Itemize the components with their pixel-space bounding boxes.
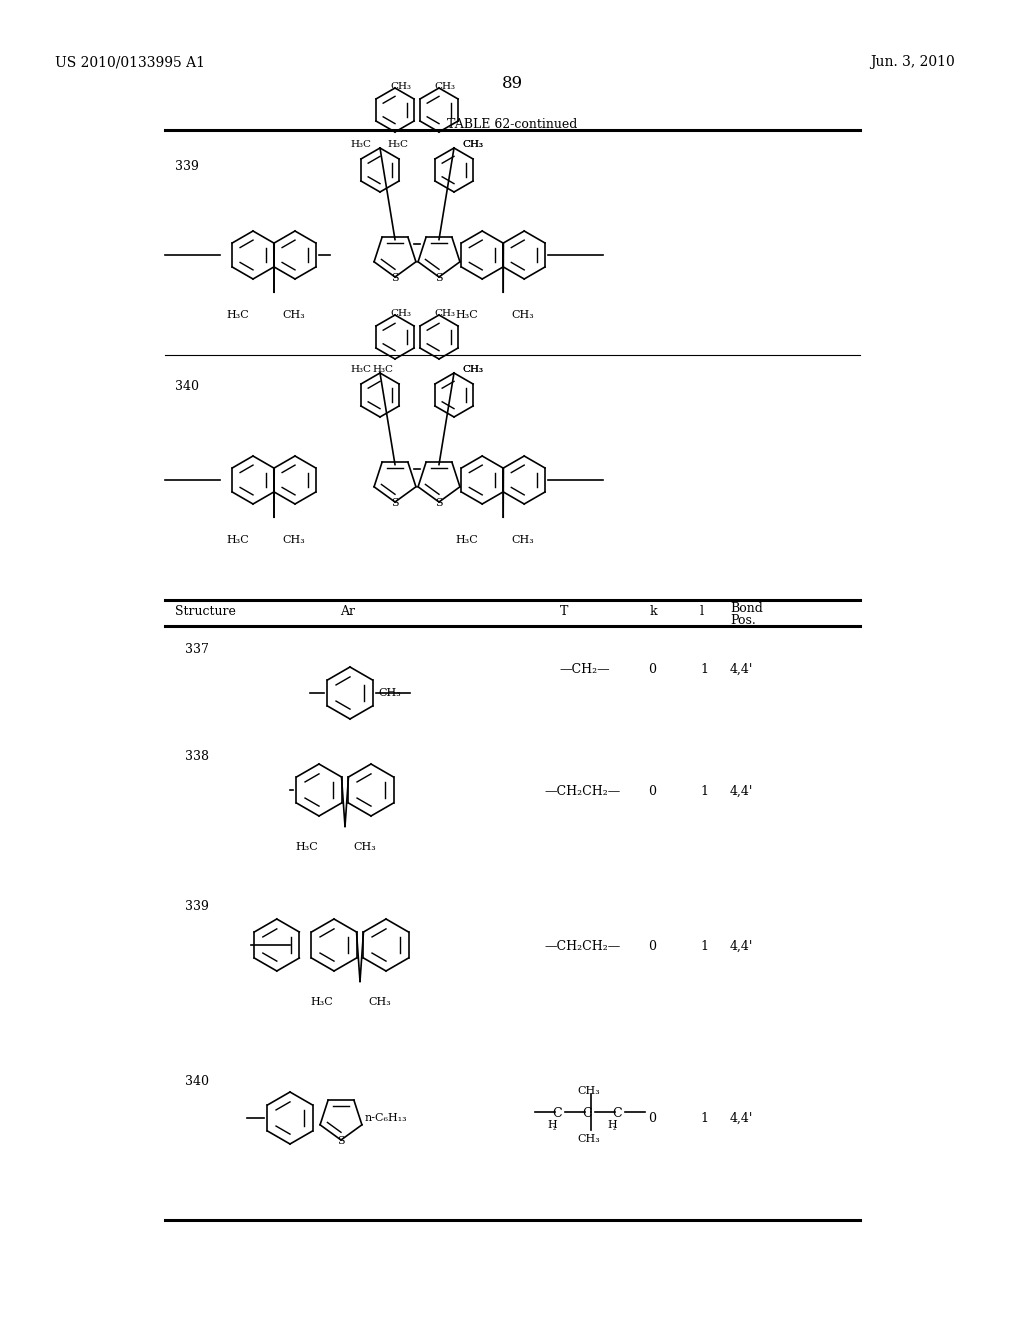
- Text: S: S: [337, 1137, 345, 1146]
- Text: ₂: ₂: [613, 1125, 616, 1133]
- Text: 0: 0: [648, 1111, 656, 1125]
- Text: 4,4': 4,4': [730, 785, 754, 799]
- Text: CH₃: CH₃: [282, 310, 305, 321]
- Text: 89: 89: [502, 75, 522, 92]
- Text: CH₃: CH₃: [462, 140, 483, 149]
- Text: T: T: [560, 605, 568, 618]
- Text: —CH₂CH₂—: —CH₂CH₂—: [544, 785, 621, 799]
- Text: S: S: [391, 273, 398, 282]
- Text: CH₃: CH₃: [434, 309, 455, 318]
- Text: CH₃: CH₃: [577, 1086, 600, 1096]
- Text: CH₃: CH₃: [462, 366, 483, 374]
- Text: Bond: Bond: [730, 602, 763, 615]
- Text: 4,4': 4,4': [730, 663, 754, 676]
- Text: 339: 339: [185, 900, 209, 913]
- Text: Jun. 3, 2010: Jun. 3, 2010: [870, 55, 954, 69]
- Text: S: S: [435, 273, 442, 282]
- Text: H₃C: H₃C: [226, 310, 249, 321]
- Text: Structure: Structure: [175, 605, 236, 618]
- Text: 340: 340: [185, 1074, 209, 1088]
- Text: C: C: [612, 1107, 622, 1119]
- Text: CH₃: CH₃: [462, 366, 483, 374]
- Text: H₃C: H₃C: [350, 366, 371, 374]
- Text: 1: 1: [700, 785, 708, 799]
- Text: 4,4': 4,4': [730, 1111, 754, 1125]
- Text: —CH₂—: —CH₂—: [559, 663, 609, 676]
- Text: 337: 337: [185, 643, 209, 656]
- Text: 0: 0: [648, 785, 656, 799]
- Text: CH₃: CH₃: [368, 998, 391, 1007]
- Text: 0: 0: [648, 940, 656, 953]
- Text: CH₃: CH₃: [282, 535, 305, 545]
- Text: —CH₂CH₂—: —CH₂CH₂—: [544, 940, 621, 953]
- Text: H₃C: H₃C: [350, 140, 371, 149]
- Text: 338: 338: [185, 750, 209, 763]
- Text: H: H: [547, 1119, 557, 1130]
- Text: 1: 1: [700, 1111, 708, 1125]
- Text: 4,4': 4,4': [730, 940, 754, 953]
- Text: C: C: [552, 1107, 562, 1119]
- Text: CH₃: CH₃: [511, 535, 534, 545]
- Text: 1: 1: [700, 940, 708, 953]
- Text: CH₃: CH₃: [434, 82, 455, 91]
- Text: H₃C: H₃C: [456, 535, 478, 545]
- Text: ₂: ₂: [553, 1125, 556, 1133]
- Text: CH₃: CH₃: [390, 82, 411, 91]
- Text: S: S: [435, 498, 442, 508]
- Text: 340: 340: [175, 380, 199, 393]
- Text: CH₃: CH₃: [390, 309, 411, 318]
- Text: S: S: [391, 498, 398, 508]
- Text: CH₃: CH₃: [378, 688, 400, 698]
- Text: Ar: Ar: [340, 605, 355, 618]
- Text: CH₃: CH₃: [511, 310, 534, 321]
- Text: CH₃: CH₃: [462, 140, 483, 149]
- Text: l: l: [700, 605, 705, 618]
- Text: H₃C: H₃C: [387, 140, 408, 149]
- Text: H₃C: H₃C: [310, 998, 333, 1007]
- Text: H: H: [607, 1119, 616, 1130]
- Text: 339: 339: [175, 160, 199, 173]
- Text: C: C: [583, 1107, 592, 1119]
- Text: CH₃: CH₃: [353, 842, 376, 853]
- Text: TABLE 62-continued: TABLE 62-continued: [446, 117, 578, 131]
- Text: H₃C: H₃C: [456, 310, 478, 321]
- Text: k: k: [650, 605, 657, 618]
- Text: H₃C: H₃C: [372, 366, 393, 374]
- Text: 0: 0: [648, 663, 656, 676]
- Text: H₃C: H₃C: [226, 535, 249, 545]
- Text: n-C₆H₁₃: n-C₆H₁₃: [365, 1113, 408, 1123]
- Text: CH₃: CH₃: [577, 1134, 600, 1144]
- Text: H₃C: H₃C: [295, 842, 317, 853]
- Text: Pos.: Pos.: [730, 614, 756, 627]
- Text: 1: 1: [700, 663, 708, 676]
- Text: US 2010/0133995 A1: US 2010/0133995 A1: [55, 55, 205, 69]
